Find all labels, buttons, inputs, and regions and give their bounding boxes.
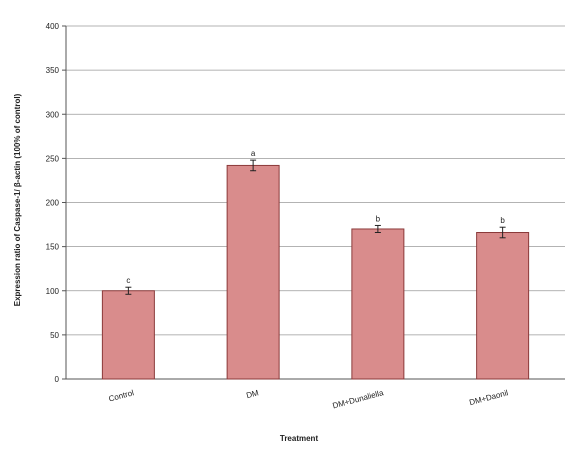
y-axis-title: Expression ratio of Caspase-1/ β-actin (… — [13, 93, 22, 306]
error-bar — [374, 224, 381, 234]
category-label: DM+Daonil — [468, 388, 509, 407]
bar-dm-dunaliella — [351, 228, 405, 380]
category-label: DM — [245, 388, 260, 400]
y-tick-label: 300 — [46, 110, 60, 119]
y-tick-label: 200 — [46, 199, 60, 208]
significance-labels: c a b b — [126, 149, 505, 285]
category-label: Control — [108, 388, 135, 403]
category-labels: Control DM DM+Dunaliella DM+Daonil — [108, 388, 510, 410]
significance-letter: b — [376, 214, 381, 223]
x-axis-title: Treatment — [280, 434, 319, 443]
y-tick-label: 250 — [46, 154, 60, 163]
y-tick-labels: 0 50 100 150 200 250 300 350 400 — [46, 22, 60, 384]
significance-letter: b — [500, 216, 505, 225]
error-bar — [250, 159, 257, 172]
y-tick-label: 350 — [46, 66, 60, 75]
y-tick-label: 0 — [55, 375, 60, 384]
significance-letter: c — [126, 276, 130, 285]
y-tick-label: 50 — [50, 331, 59, 340]
category-label: DM+Dunaliella — [332, 388, 385, 410]
bar-dm-daonil — [476, 232, 530, 380]
bar-control — [101, 290, 155, 380]
bars — [101, 164, 530, 380]
error-bar — [125, 286, 132, 295]
error-bars — [125, 159, 506, 295]
y-tick-label: 150 — [46, 243, 60, 252]
y-tick-label: 400 — [46, 22, 60, 31]
y-tick-label: 100 — [46, 287, 60, 296]
significance-letter: a — [251, 149, 256, 158]
error-bar — [499, 226, 506, 239]
bar-dm — [226, 164, 280, 380]
